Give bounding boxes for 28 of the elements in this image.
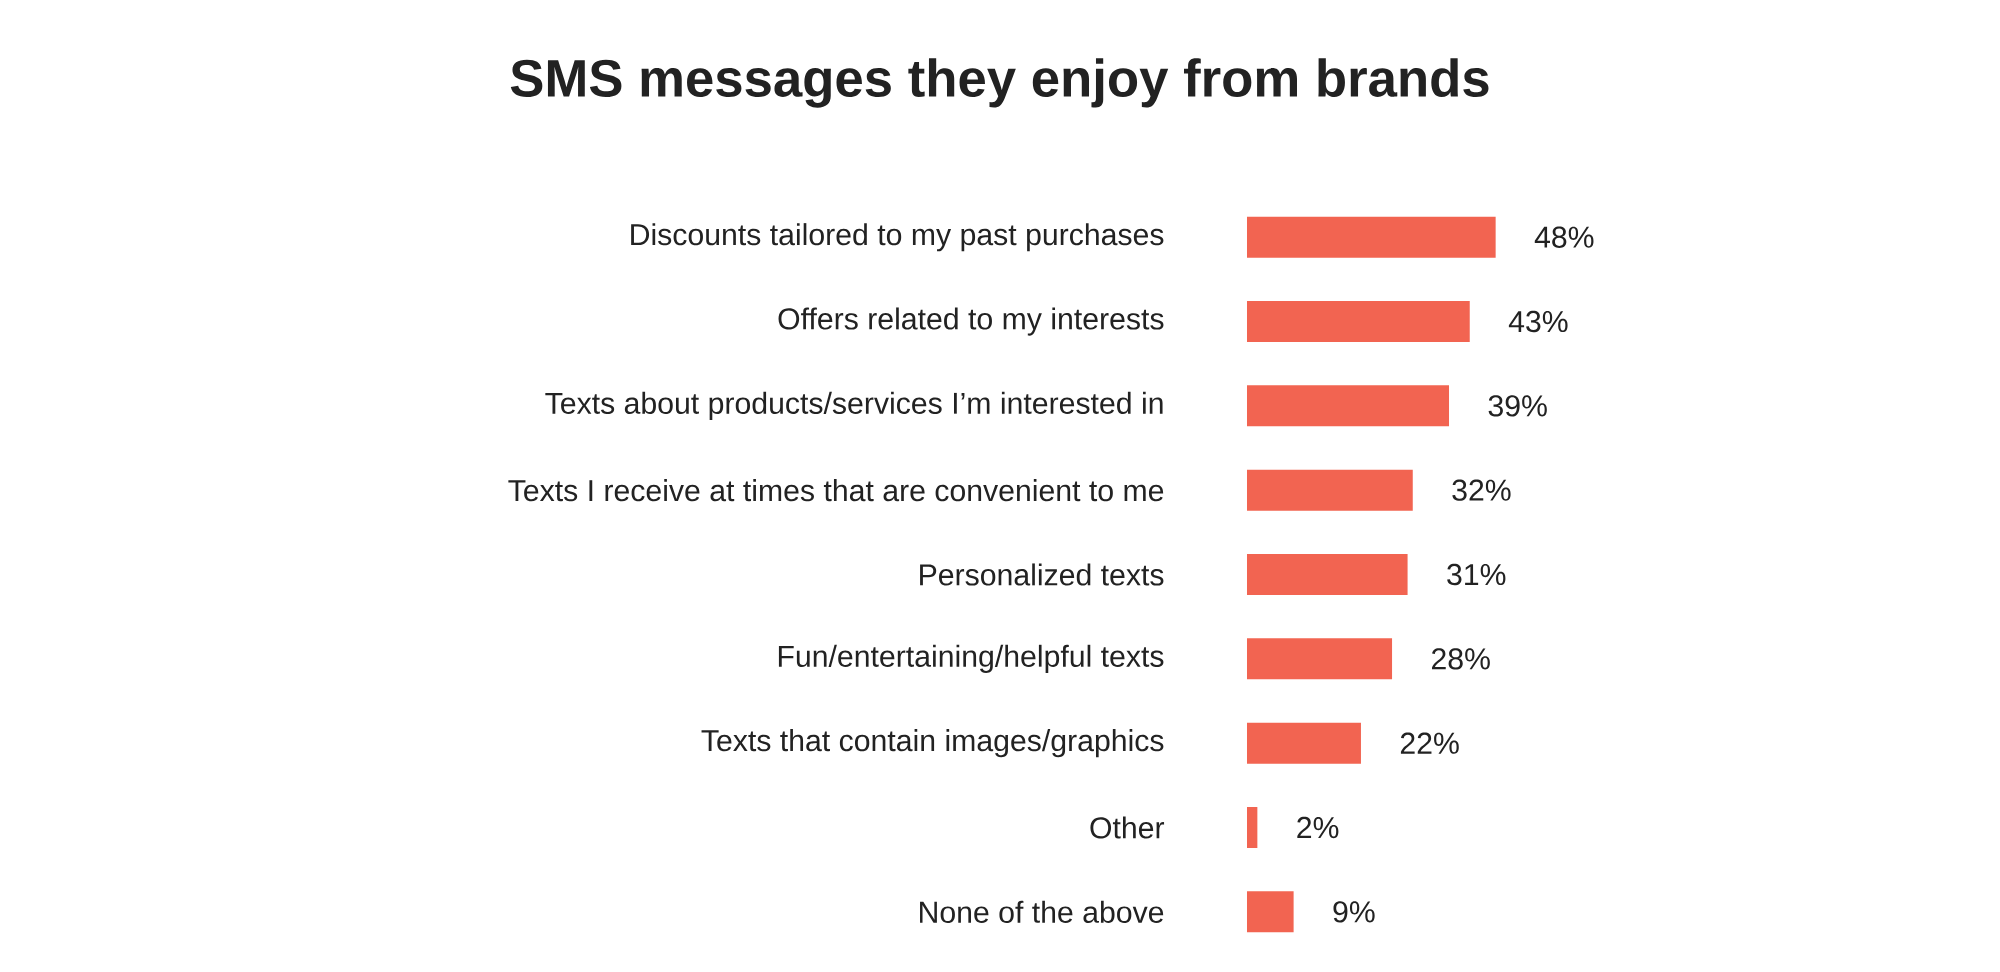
data-label: 28% (1432, 648, 1490, 670)
data-label: 2% (1297, 816, 1339, 839)
y-tick-label: Fun/entertaining/helpful texts (778, 644, 1164, 673)
bar (1247, 638, 1393, 680)
y-tick-label: Other (1090, 816, 1165, 839)
y-tick-label: Personalized texts (920, 563, 1164, 586)
data-label: 31% (1447, 563, 1506, 586)
y-tick-label: Offers related to my interests (778, 307, 1164, 336)
y-tick-label: Texts about products/services I’m interested in (545, 391, 1163, 420)
data-label: 48% (1534, 226, 1594, 248)
data-label: 39% (1488, 395, 1547, 417)
y-tick-label: Texts I receive at times that are convenient to me (508, 479, 1164, 502)
bar (1247, 385, 1450, 427)
bar (1247, 722, 1361, 764)
y-tick-label: Texts that contain images/graphics (701, 729, 1164, 758)
bar (1247, 469, 1413, 511)
bar (1247, 301, 1470, 343)
y-tick-label: None of the above (920, 900, 1164, 923)
bar (1247, 216, 1496, 258)
bar (1247, 891, 1294, 933)
chart-title: SMS messages they enjoy from brands (510, 58, 1489, 108)
data-label: 22% (1400, 732, 1459, 754)
bar (1247, 807, 1258, 849)
bar (1247, 554, 1408, 596)
y-tick-label: Discounts tailored to my past purchases (631, 223, 1164, 252)
data-label: 9% (1333, 901, 1375, 923)
data-label: 43% (1508, 310, 1568, 333)
data-label: 32% (1452, 479, 1511, 501)
